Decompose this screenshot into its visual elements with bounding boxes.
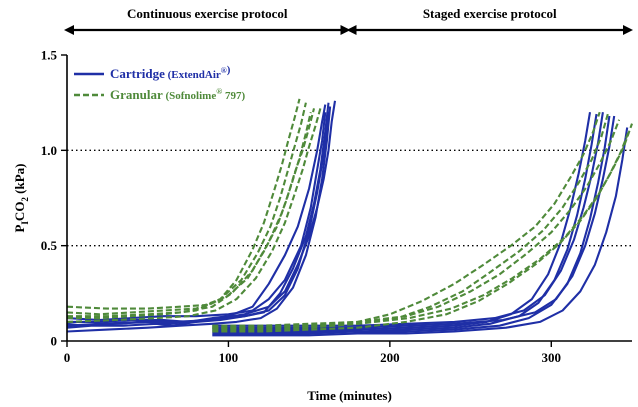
legend-detail-granular-open: ( [163, 90, 170, 102]
y-axis-label-sub2: 2 [20, 197, 30, 202]
legend-detail-granular-close: ) [241, 90, 245, 102]
legend-detail-granular: Sofnolime [169, 90, 216, 102]
series-layer [66, 98, 633, 337]
legend-detail-cartridge: ExtendAir [171, 69, 221, 81]
y-axis-label-unit: (kPa) [12, 163, 27, 197]
x-tick-label: 0 [64, 350, 71, 365]
legend-detail-cartridge-open: ( [165, 69, 172, 81]
y-tick-label: 0.5 [41, 238, 58, 253]
legend-name-granular: Granular [110, 87, 163, 102]
series-line-cartridge [66, 112, 330, 327]
series-line-granular [212, 111, 601, 329]
series-line-cartridge [212, 115, 611, 335]
y-axis-label-base: P [12, 225, 27, 233]
series-line-cartridge [67, 100, 337, 323]
series-line-granular [212, 123, 633, 329]
legend-detail-after-granular: 797 [222, 90, 242, 102]
y-axis-label-mid: CO [12, 202, 27, 222]
legend-item-cartridge: Cartridge (ExtendAir®) [74, 64, 231, 81]
y-axis-label-sub1: I [20, 221, 30, 225]
y-axis-label: PICO2 (kPa) [12, 163, 30, 232]
series-line-cartridge [212, 127, 629, 337]
series-line-granular [67, 111, 312, 318]
protocol-staged-arrowhead-left [346, 25, 357, 35]
protocol-staged-arrowhead-right [623, 25, 633, 35]
x-tick-label: 100 [219, 350, 239, 365]
protocol-continuous-label: Continuous exercise protocol [127, 6, 288, 21]
legend-label-cartridge: Cartridge (ExtendAir®) [110, 64, 231, 81]
legend-name-cartridge: Cartridge [110, 66, 165, 81]
legend-sup-granular: ® [216, 87, 222, 96]
x-axis-label: Time (minutes) [307, 388, 392, 403]
y-tick-label: 1.5 [41, 48, 58, 63]
legend-item-granular: Granular (Sofnolime® 797) [74, 87, 245, 102]
protocol-continuous-arrowhead-right [340, 25, 351, 35]
y-axis-ticks: 0 0.5 1.0 1.5 [41, 48, 67, 349]
x-axis-ticks: 0 100 200 300 [64, 341, 561, 365]
series-line-granular [67, 98, 301, 320]
series-line-cartridge [66, 112, 327, 322]
series-line-cartridge [66, 106, 332, 333]
series-line-granular [212, 113, 609, 331]
series-line-granular [212, 119, 621, 327]
legend-label-granular: Granular (Sofnolime® 797) [110, 87, 245, 102]
x-tick-label: 200 [380, 350, 400, 365]
protocol-continuous-arrowhead-left [64, 25, 74, 35]
series-line-cartridge [212, 112, 592, 331]
legend-detail-cartridge-close: ) [227, 64, 231, 76]
protocol-staged-label: Staged exercise protocol [423, 6, 557, 21]
series-line-granular [66, 108, 322, 323]
protocol-staged: Staged exercise protocol [346, 6, 633, 35]
reference-lines [67, 149, 632, 247]
y-tick-label: 0 [51, 334, 58, 349]
series-line-granular [66, 102, 307, 316]
x-tick-label: 300 [542, 350, 562, 365]
legend: Cartridge (ExtendAir®) Granular (Sofnoli… [74, 64, 245, 102]
legend-sup-cartridge: ® [221, 66, 227, 75]
y-tick-label: 1.0 [41, 143, 57, 158]
protocol-continuous: Continuous exercise protocol [64, 6, 351, 35]
